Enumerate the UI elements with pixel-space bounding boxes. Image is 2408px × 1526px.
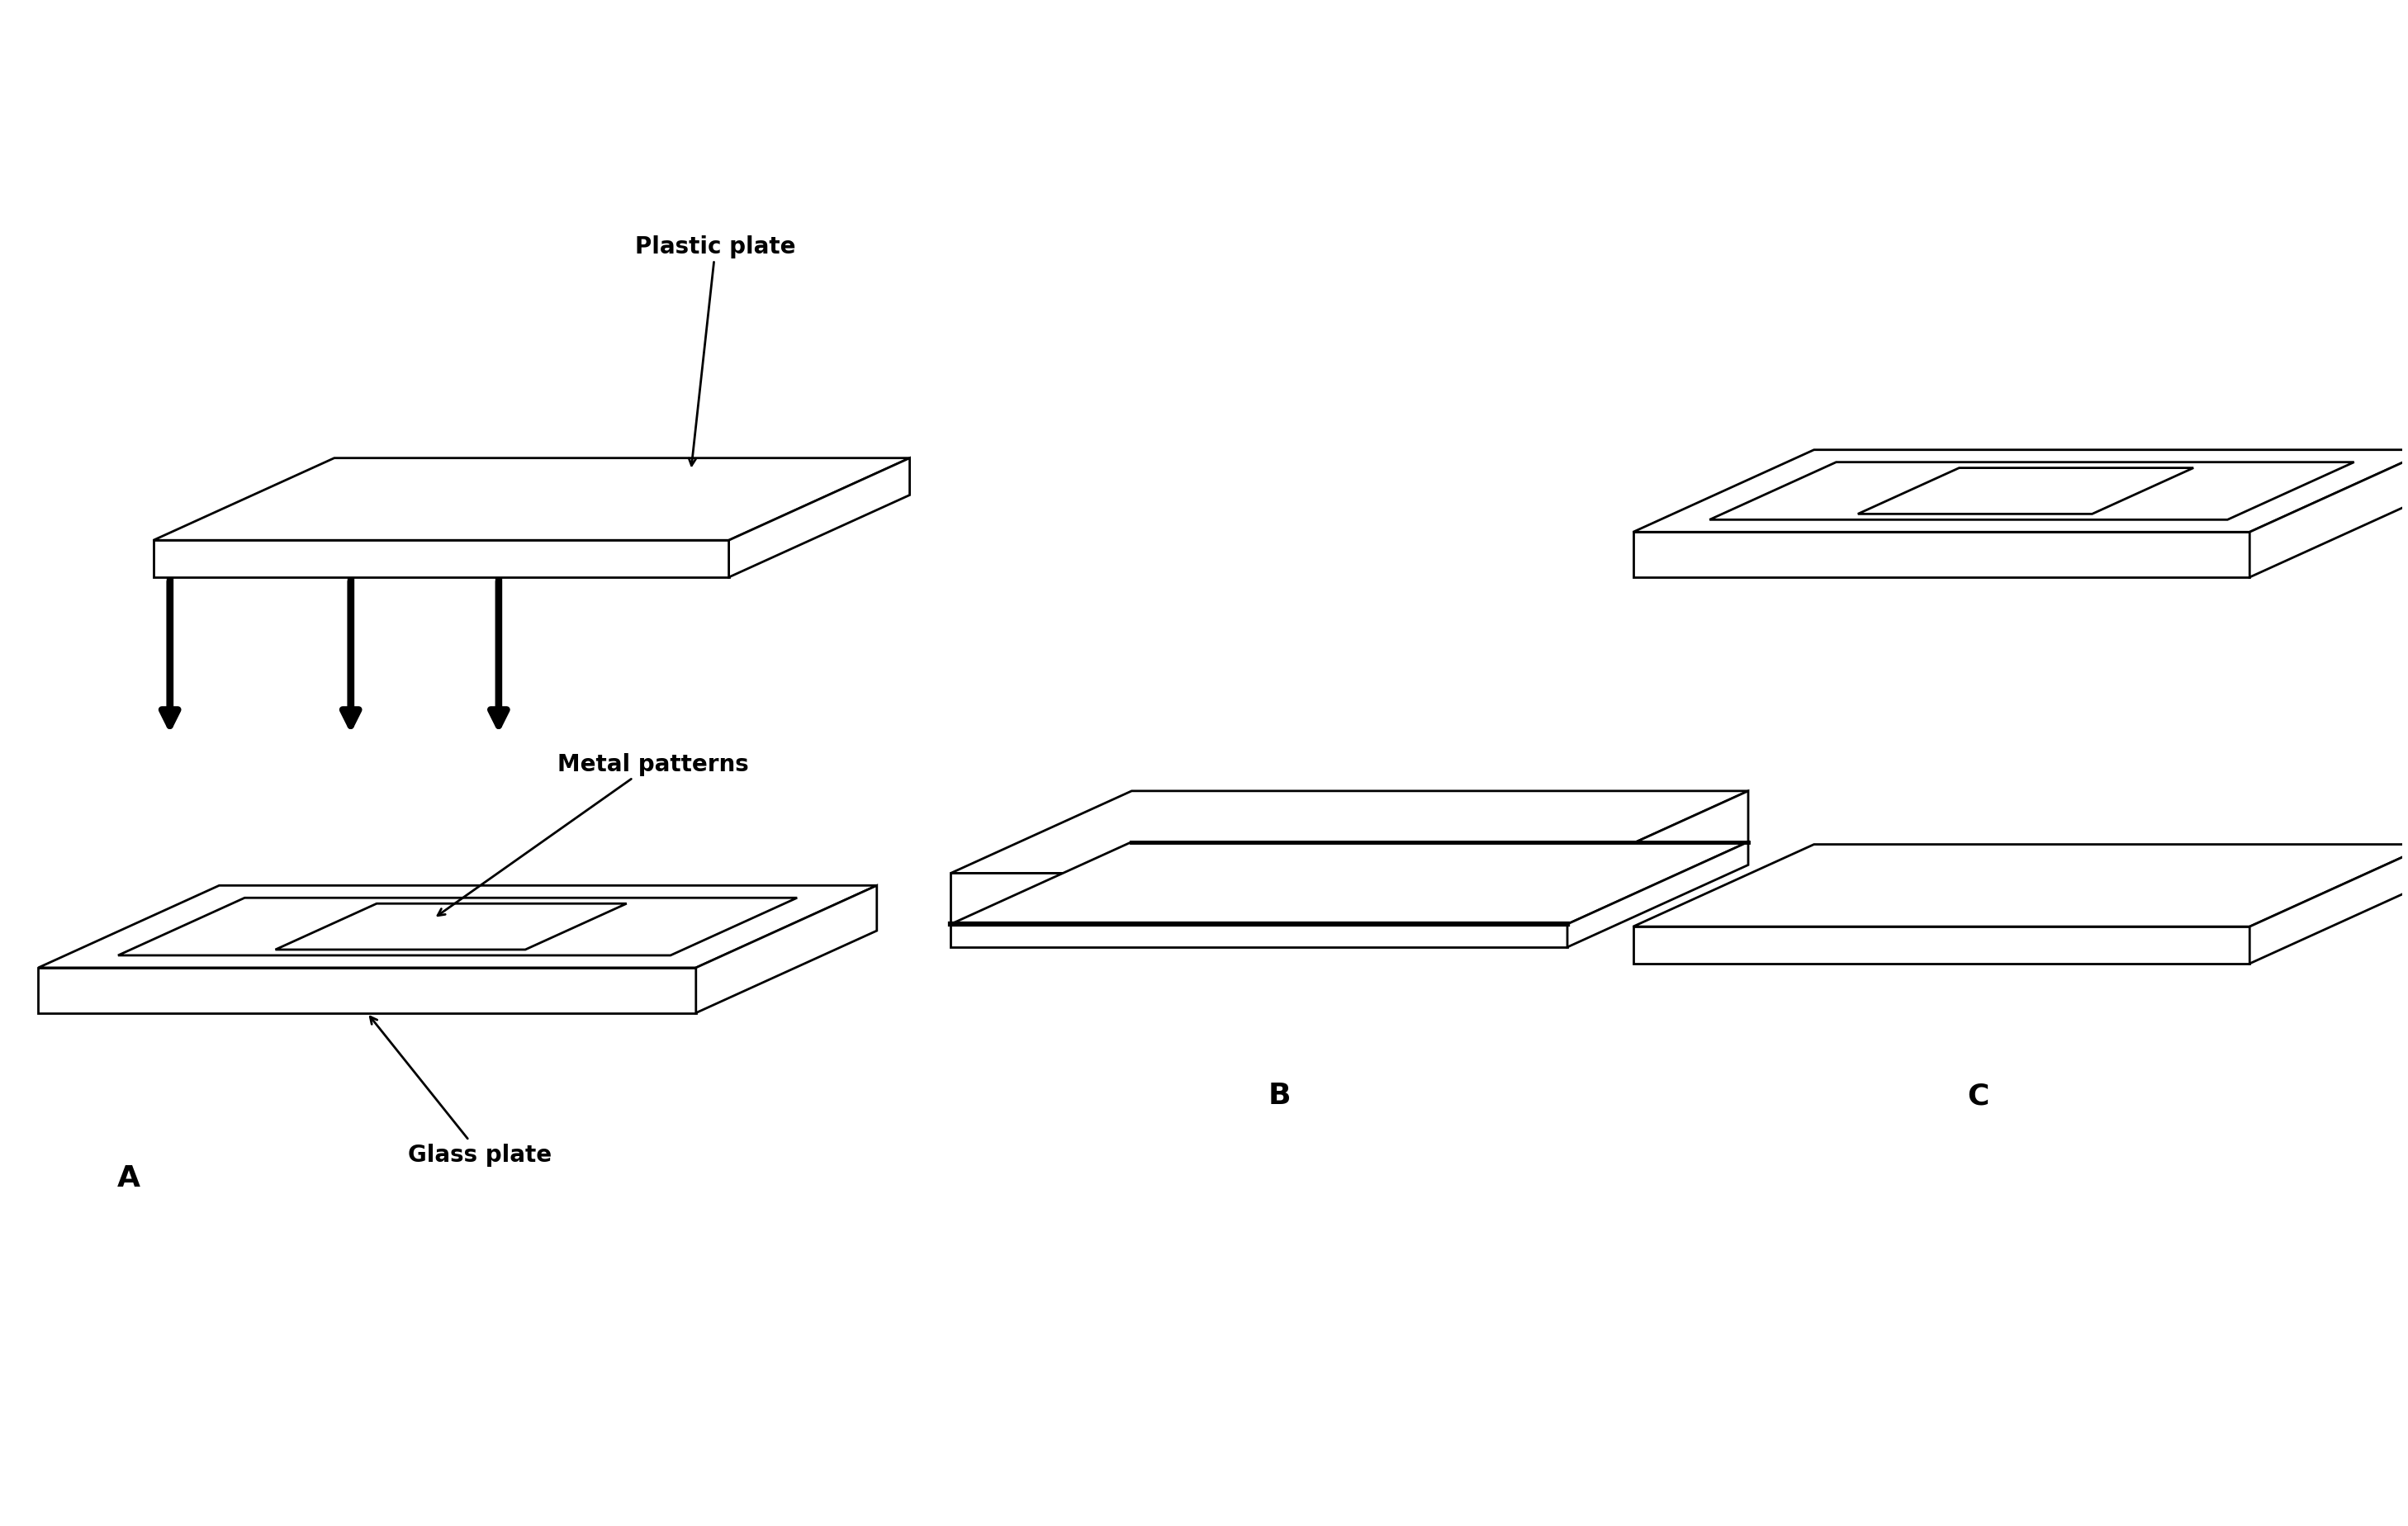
Text: B: B [1269,1082,1291,1109]
Polygon shape [730,459,910,578]
Polygon shape [39,885,877,967]
Polygon shape [1633,533,2249,578]
Polygon shape [154,540,730,578]
Polygon shape [951,842,1748,925]
Polygon shape [696,885,877,1013]
Text: Metal patterns: Metal patterns [438,752,749,916]
Polygon shape [2249,845,2408,964]
Polygon shape [154,459,910,540]
Text: Plastic plate: Plastic plate [636,235,797,465]
Polygon shape [951,925,1568,948]
Polygon shape [951,873,1568,925]
Polygon shape [39,967,696,1013]
Polygon shape [1568,792,1748,925]
Text: C: C [1967,1082,1989,1109]
Polygon shape [951,792,1748,873]
Polygon shape [1633,450,2408,533]
Polygon shape [1568,842,1748,948]
Text: Glass plate: Glass plate [371,1016,551,1166]
Polygon shape [2249,450,2408,578]
Text: A: A [118,1163,140,1192]
Polygon shape [1633,926,2249,964]
Polygon shape [1633,845,2408,926]
